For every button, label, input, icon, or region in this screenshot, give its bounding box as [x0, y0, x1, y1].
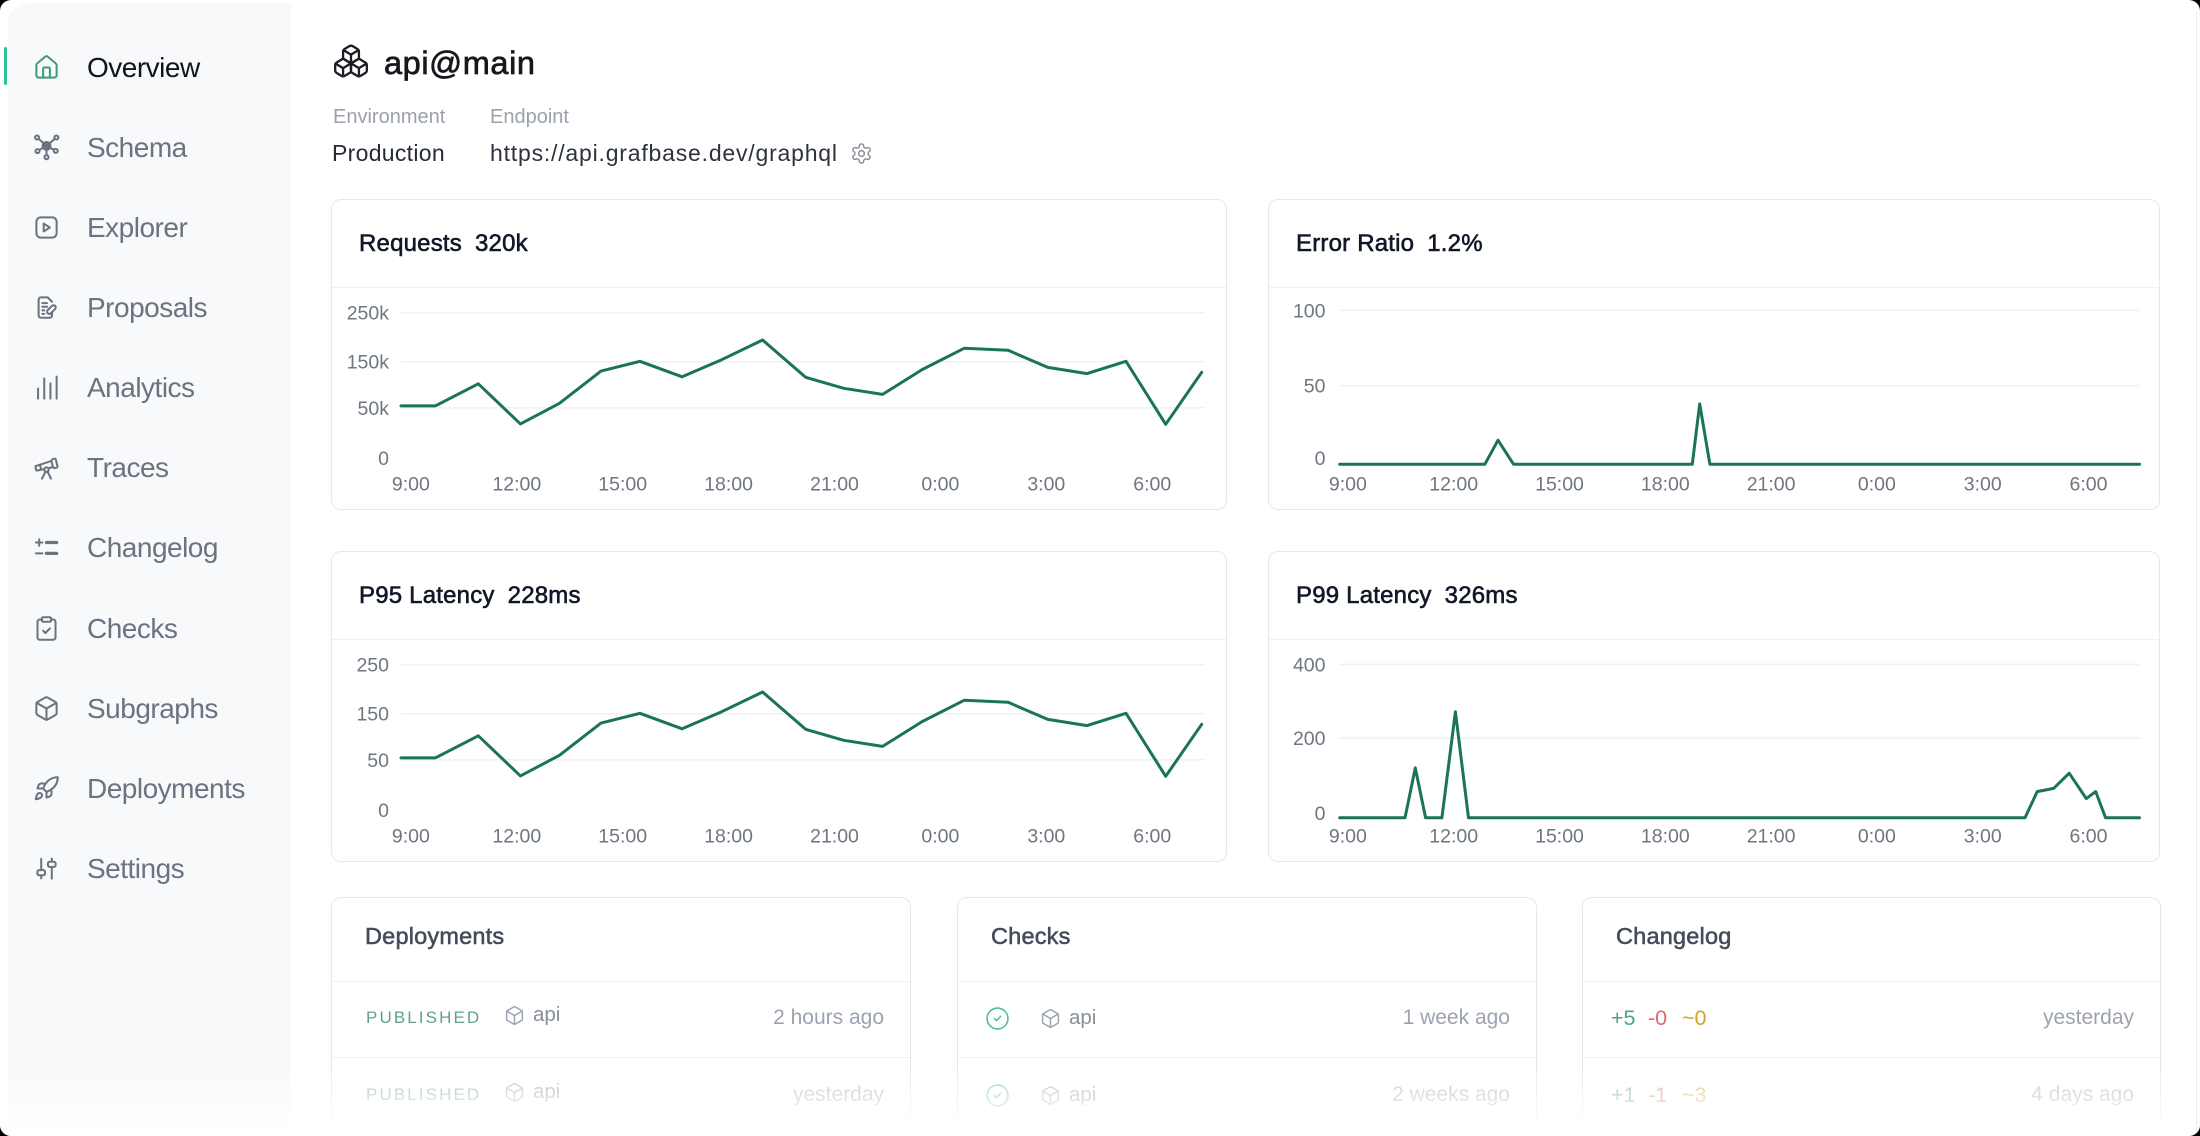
svg-text:0:00: 0:00: [921, 474, 959, 496]
svg-text:9:00: 9:00: [1329, 826, 1367, 848]
svg-text:15:00: 15:00: [1535, 826, 1584, 848]
svg-text:50: 50: [1304, 376, 1326, 398]
svg-text:3:00: 3:00: [1964, 474, 2002, 496]
svg-text:9:00: 9:00: [1329, 474, 1367, 496]
svg-text:0:00: 0:00: [921, 826, 959, 848]
svg-text:9:00: 9:00: [392, 826, 430, 848]
svg-text:12:00: 12:00: [492, 474, 541, 496]
svg-text:3:00: 3:00: [1027, 826, 1065, 848]
svg-text:200: 200: [1293, 728, 1326, 750]
svg-text:50: 50: [367, 750, 389, 772]
svg-text:18:00: 18:00: [704, 826, 753, 848]
svg-text:15:00: 15:00: [598, 474, 647, 496]
svg-text:15:00: 15:00: [1535, 474, 1584, 496]
svg-text:0: 0: [378, 448, 389, 470]
svg-text:250k: 250k: [347, 303, 390, 325]
svg-text:0: 0: [1315, 448, 1326, 470]
svg-text:0:00: 0:00: [1858, 474, 1896, 496]
svg-text:21:00: 21:00: [1747, 474, 1796, 496]
svg-text:6:00: 6:00: [1133, 826, 1171, 848]
svg-text:0: 0: [378, 800, 389, 822]
svg-text:12:00: 12:00: [1429, 826, 1478, 848]
svg-text:21:00: 21:00: [1747, 826, 1796, 848]
svg-text:150: 150: [356, 704, 389, 726]
svg-text:18:00: 18:00: [1641, 474, 1690, 496]
svg-text:3:00: 3:00: [1027, 474, 1065, 496]
svg-text:9:00: 9:00: [392, 474, 430, 496]
svg-text:18:00: 18:00: [1641, 826, 1690, 848]
svg-text:50k: 50k: [358, 398, 390, 420]
svg-text:250: 250: [356, 655, 389, 677]
svg-text:0: 0: [1315, 803, 1326, 825]
svg-text:6:00: 6:00: [1133, 474, 1171, 496]
svg-text:21:00: 21:00: [810, 474, 859, 496]
svg-text:6:00: 6:00: [2070, 474, 2108, 496]
svg-text:400: 400: [1293, 654, 1326, 676]
svg-text:150k: 150k: [347, 352, 390, 374]
svg-text:6:00: 6:00: [2070, 826, 2108, 848]
svg-text:3:00: 3:00: [1964, 826, 2002, 848]
svg-text:12:00: 12:00: [492, 826, 541, 848]
svg-text:21:00: 21:00: [810, 826, 859, 848]
svg-text:12:00: 12:00: [1429, 474, 1478, 496]
svg-text:18:00: 18:00: [704, 474, 753, 496]
svg-text:100: 100: [1293, 300, 1326, 322]
svg-text:0:00: 0:00: [1858, 826, 1896, 848]
svg-text:15:00: 15:00: [598, 826, 647, 848]
